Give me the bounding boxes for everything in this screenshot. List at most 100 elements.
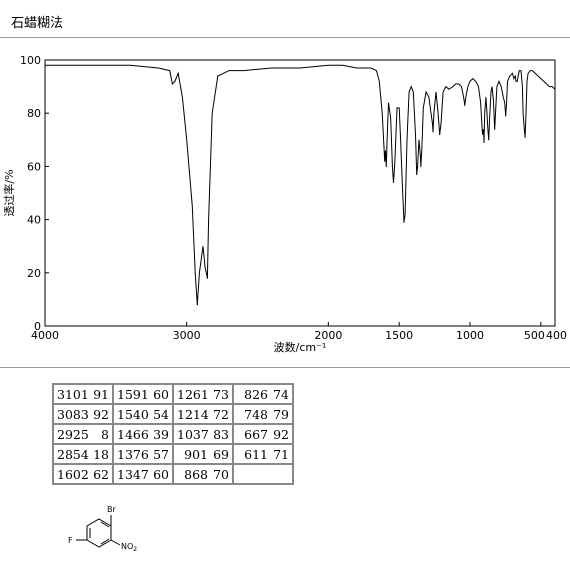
wavenumber-value: 1347 xyxy=(117,466,149,482)
table-cell: 826 74 xyxy=(233,384,293,404)
table-cell: 1214 72 xyxy=(173,404,233,424)
transmittance-value: 91 xyxy=(93,386,109,402)
method-title: 石蜡糊法 xyxy=(11,16,64,31)
peak-point xyxy=(403,221,405,223)
x-axis-label: 波数/cm⁻¹ xyxy=(274,341,327,354)
table-cell: 611 71 xyxy=(233,444,293,464)
table-cell: 748 79 xyxy=(233,404,293,424)
peak-point xyxy=(432,131,434,133)
table-cell: 1347 60 xyxy=(113,464,173,484)
peak-point xyxy=(174,80,176,82)
wavenumber-value: 1037 xyxy=(177,426,209,442)
wavenumber-value: 3101 xyxy=(57,386,89,402)
spectrum-trace xyxy=(45,64,556,305)
table-cell: 3101 91 xyxy=(53,384,113,404)
wavenumber-value: 1591 xyxy=(117,386,149,402)
table-row: 3101 91 1591 60 1261 73 826 74 xyxy=(53,384,293,404)
x-tick-label: 500 xyxy=(524,329,545,342)
y-axis-label: 透过率/% xyxy=(2,169,16,216)
peak-point xyxy=(196,304,198,306)
aromatic-double-bond xyxy=(100,521,110,528)
y-tick-label: 60 xyxy=(27,160,41,173)
table-cell: 2854 18 xyxy=(53,444,113,464)
table-cell: 2925 8 xyxy=(53,424,113,444)
table-cell: 868 70 xyxy=(173,464,233,484)
peak-point xyxy=(494,128,496,130)
x-tick-label: 1000 xyxy=(456,329,484,342)
x-tick-label: 1500 xyxy=(385,329,413,342)
peak-point xyxy=(392,181,395,183)
fluoro-label: F xyxy=(68,536,73,545)
wavenumber-value: 3083 xyxy=(57,406,89,422)
table-row: 2925 8 1466 39 1037 83 667 92 xyxy=(53,424,293,444)
y-tick-label: 20 xyxy=(27,267,41,280)
top-divider xyxy=(0,37,570,38)
peak-point xyxy=(488,139,490,141)
wavenumber-value: 2854 xyxy=(57,446,89,462)
x-tick-label: 2000 xyxy=(314,329,342,342)
transmittance-value: 60 xyxy=(153,466,169,482)
transmittance-value: 73 xyxy=(213,386,229,402)
wavenumber-value: 826 xyxy=(244,386,268,402)
peak-point xyxy=(516,80,518,82)
table-cell: 3083 92 xyxy=(53,404,113,424)
transmittance-value: 54 xyxy=(153,406,169,422)
wavenumber-value: 1540 xyxy=(117,406,149,422)
table-cell: 1591 60 xyxy=(113,384,173,404)
table-cell: 1261 73 xyxy=(173,384,233,404)
peak-point xyxy=(384,160,386,162)
transmittance-value: 72 xyxy=(213,406,229,422)
peak-point xyxy=(439,133,441,136)
y-tick-label: 100 xyxy=(20,54,41,67)
peak-point xyxy=(206,277,208,279)
transmittance-value: 18 xyxy=(93,446,109,462)
peak-point xyxy=(524,136,526,138)
transmittance-value: 79 xyxy=(273,406,289,422)
peak-point xyxy=(416,173,418,175)
y-tick-label: 0 xyxy=(34,320,41,333)
y-tick-label: 40 xyxy=(27,214,41,227)
nitro-bond xyxy=(110,539,121,546)
wavenumber-value: 748 xyxy=(244,406,268,422)
transmittance-value: 39 xyxy=(153,426,169,442)
y-tick-label: 80 xyxy=(27,107,41,120)
wavenumber-value: 2925 xyxy=(57,426,89,442)
peak-point xyxy=(464,104,466,106)
table-row: 2854 18 1376 57 901 69 611 71 xyxy=(53,444,293,464)
wavenumber-value: 611 xyxy=(244,446,268,462)
table-row: 1602 62 1347 60 868 70 xyxy=(53,464,293,484)
table-row: 3083 92 1540 54 1214 72 748 79 xyxy=(53,404,293,424)
structure-diagram: Br F NO2 xyxy=(68,505,137,553)
transmittance-value: 71 xyxy=(273,446,289,462)
wavenumber-value: 1376 xyxy=(117,446,149,462)
table-cell: 667 92 xyxy=(233,424,293,444)
peak-point xyxy=(171,83,173,85)
wavenumber-value: 868 xyxy=(184,466,208,482)
peak-point xyxy=(385,165,387,167)
table-cell: 1540 54 xyxy=(113,404,173,424)
peak-point xyxy=(483,141,485,144)
table-cell: 1037 83 xyxy=(173,424,233,444)
table-cell: 901 69 xyxy=(173,444,233,464)
transmittance-value: 62 xyxy=(93,466,109,482)
transmittance-value: 74 xyxy=(273,386,289,402)
x-tick-label: 4000 xyxy=(31,329,59,342)
table-cell xyxy=(233,464,293,484)
wavenumber-value: 1602 xyxy=(57,466,89,482)
transmittance-value: 60 xyxy=(153,386,169,402)
middle-divider xyxy=(0,367,570,368)
benzene-ring xyxy=(86,518,112,548)
peak-point xyxy=(505,115,507,117)
x-tick-label: 400 xyxy=(546,329,567,342)
transmittance-value: 92 xyxy=(93,406,109,422)
bromo-label: Br xyxy=(107,505,116,514)
table-cell: 1602 62 xyxy=(53,464,113,484)
plot-frame xyxy=(44,59,556,327)
wavenumber-value: 901 xyxy=(184,446,208,462)
wavenumber-value: 1261 xyxy=(177,386,209,402)
transmittance-value: 92 xyxy=(273,426,289,442)
table-cell: 1466 39 xyxy=(113,424,173,444)
peak-table: 3101 91 1591 60 1261 73 826 74 3083 92 1540 54 1214 7… xyxy=(52,383,294,485)
wavenumber-value: 1466 xyxy=(117,426,149,442)
